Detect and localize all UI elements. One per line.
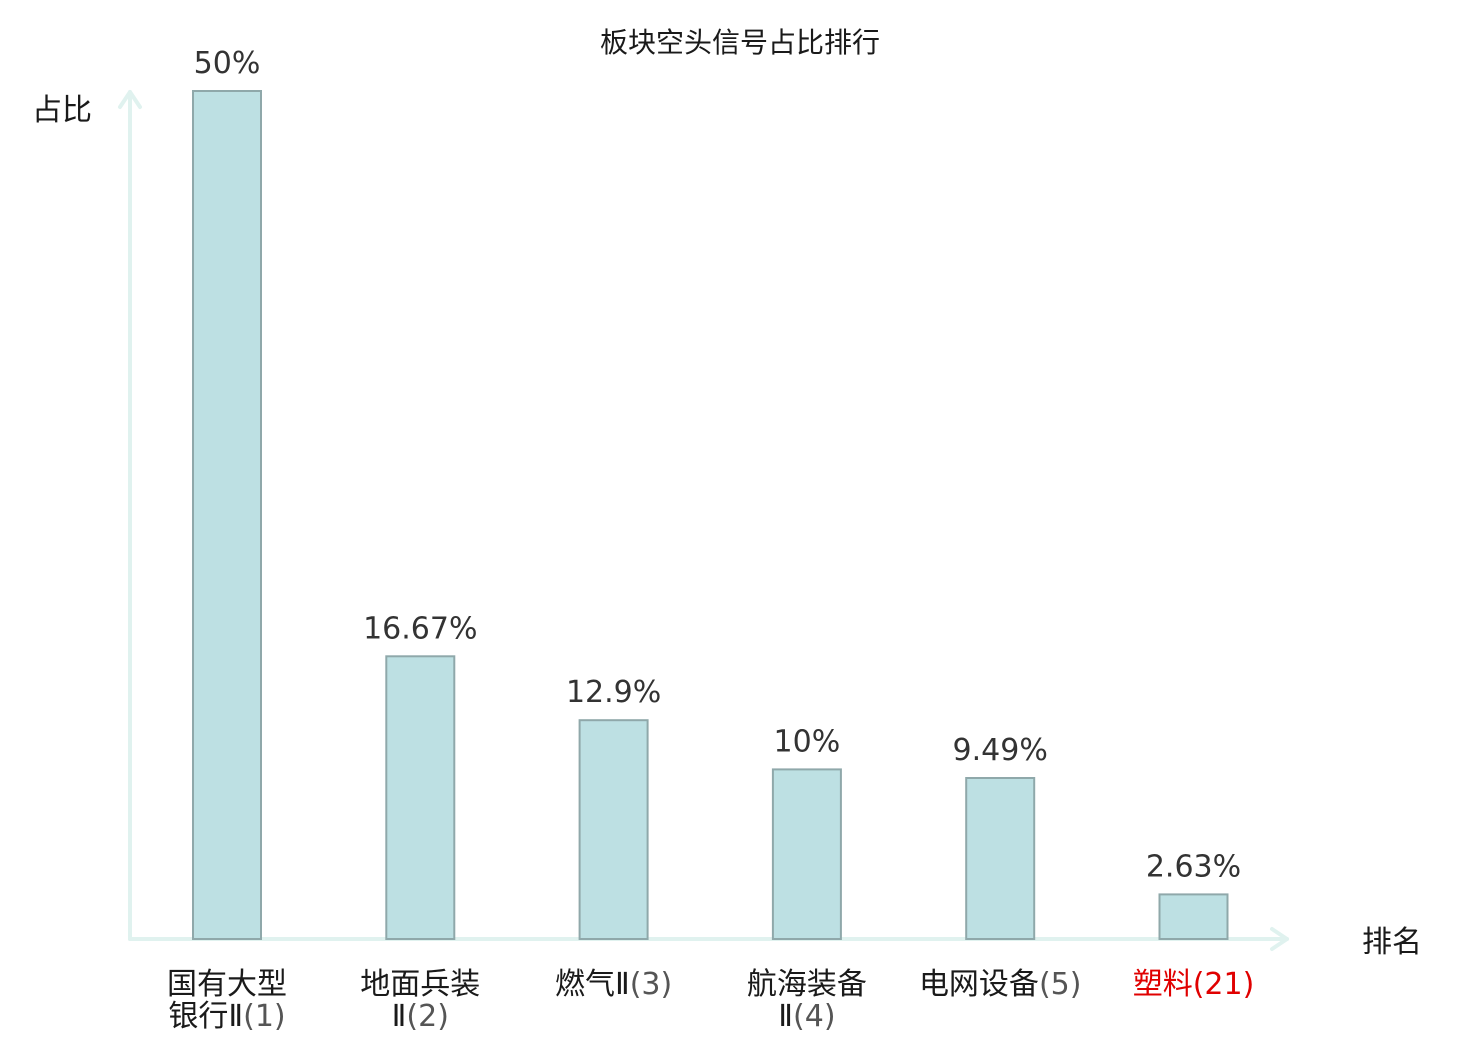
x-axis-label: 排名 — [1362, 925, 1422, 960]
value-label-4: 10% — [774, 724, 841, 759]
category-label-3: 燃气Ⅱ(3) — [555, 967, 672, 1002]
chart-title: 板块空头信号占比排行 — [600, 26, 880, 59]
value-label-1: 50% — [194, 46, 261, 81]
category-label-5: 电网设备(5) — [919, 967, 1081, 1002]
y-axis-arrow — [118, 90, 142, 109]
bar-4 — [771, 768, 842, 941]
category-label-6: 塑料(21) — [1133, 967, 1255, 1002]
x-axis-arrow — [1270, 927, 1289, 951]
x-axis — [128, 927, 1289, 951]
value-label-5: 9.49% — [953, 733, 1048, 768]
category-label-4: 航海装备 Ⅱ(4) — [747, 967, 867, 1034]
y-axis — [118, 90, 142, 941]
y-axis-label: 占比 — [32, 93, 92, 128]
value-label-2: 16.67% — [363, 611, 477, 646]
bars — [192, 90, 1229, 941]
value-label-6: 2.63% — [1146, 849, 1241, 884]
bar-3 — [578, 719, 649, 941]
value-labels: 50% 16.67% 12.9% 10% 9.49% 2.63% — [194, 46, 1242, 884]
bar-1 — [192, 90, 262, 940]
category-label-1: 国有大型银行Ⅱ(1) — [167, 967, 287, 1034]
value-label-3: 12.9% — [566, 675, 661, 710]
bar-6 — [1158, 893, 1229, 941]
category-labels: 国有大型银行Ⅱ(1) 地面兵装 Ⅱ(2) 燃气Ⅱ(3) 航海装备 Ⅱ(4) 电网设备(5) 塑… — [167, 967, 1254, 1034]
bar-5 — [965, 777, 1036, 940]
bar-2 — [385, 655, 456, 940]
category-label-2: 地面兵装 Ⅱ(2) — [360, 967, 480, 1034]
